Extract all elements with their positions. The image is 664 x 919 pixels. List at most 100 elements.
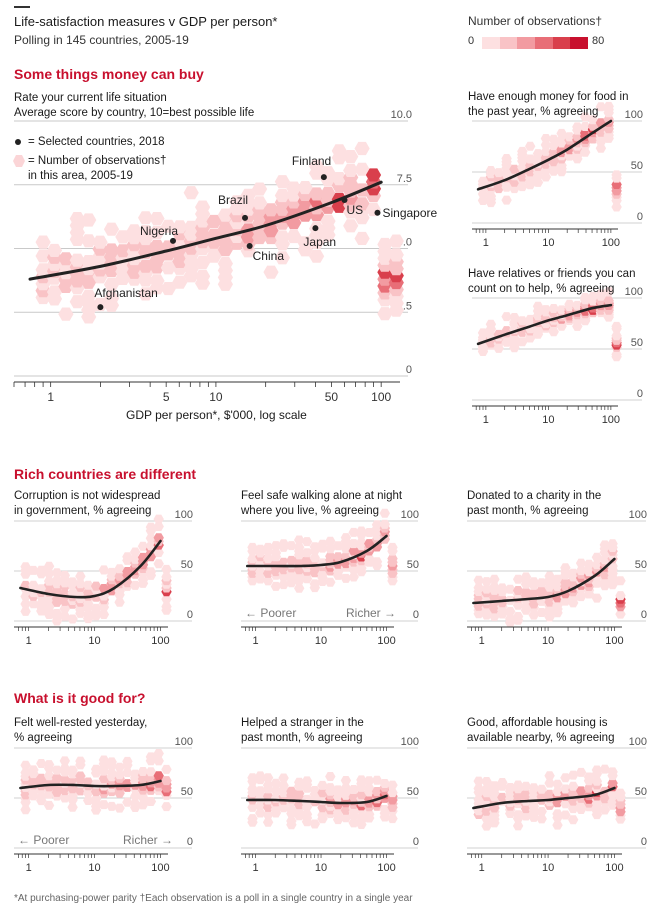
hex-cell	[481, 777, 492, 786]
country-dot	[374, 209, 381, 216]
hex-cell	[356, 812, 367, 822]
trend-line	[472, 557, 616, 605]
legend-swatch	[499, 37, 518, 49]
hex-cell	[301, 537, 313, 547]
hex-cell	[544, 789, 555, 799]
country-dot	[242, 214, 249, 221]
hex-cell	[36, 565, 47, 575]
hex-cell	[540, 134, 552, 143]
hex-cell	[51, 765, 63, 775]
hex-cell	[98, 584, 110, 593]
hex-cell	[255, 567, 266, 577]
hex-cell	[528, 610, 539, 620]
hex-cell	[36, 792, 47, 802]
hex-cell	[206, 214, 222, 229]
hex-cell	[473, 784, 484, 793]
hex-cell	[59, 756, 70, 766]
x-tick-label: 1	[252, 862, 258, 874]
hex-cell	[497, 778, 508, 787]
hex-cell	[81, 255, 97, 269]
hex-cell	[28, 765, 39, 775]
hex-cell	[149, 239, 165, 253]
hex-cell	[58, 252, 74, 266]
hex-cell	[294, 583, 305, 593]
hex-cell	[548, 134, 559, 144]
hex-cell	[580, 112, 591, 122]
hex-cell	[317, 810, 328, 820]
hex-cell	[286, 555, 297, 565]
hex-cell	[43, 800, 55, 810]
hex-cell	[528, 588, 539, 598]
hex-cell	[525, 141, 536, 151]
hex-cell	[583, 783, 595, 793]
x-tick-label: 10	[542, 414, 554, 426]
hex-cell	[183, 186, 199, 200]
hex-cell	[59, 611, 70, 621]
hex-cell	[371, 775, 383, 785]
hex-cell	[599, 805, 610, 815]
hex-cell	[481, 821, 492, 831]
hex-cell	[83, 580, 94, 590]
hex-cell	[320, 214, 336, 228]
panel-title-charity-2: past month, % agreeing	[467, 505, 589, 517]
hex-cell	[580, 292, 591, 302]
country-dot	[246, 242, 253, 249]
hex-cell	[575, 786, 587, 796]
hex-cell	[603, 287, 614, 296]
hex-cell	[364, 528, 375, 537]
y-tick-label: 0	[637, 388, 643, 400]
hex-cell	[325, 783, 336, 793]
y-tick-label: 50	[181, 559, 193, 571]
hex-cell	[356, 790, 367, 800]
hex-cell	[548, 327, 559, 337]
panel-title-stranger-2: past month, % agreeing	[241, 732, 363, 744]
hex-cell	[325, 544, 336, 554]
y-tick-label: 0	[413, 836, 419, 848]
hex-cell	[67, 588, 78, 598]
hex-cell	[137, 800, 149, 810]
hex-cell	[263, 203, 279, 217]
hex-cell	[262, 773, 274, 783]
hex-cell	[130, 547, 141, 557]
hex-cell	[532, 301, 544, 311]
hex-cell	[536, 578, 547, 588]
hex-cell	[294, 777, 305, 787]
hex-cell	[67, 577, 78, 587]
y-tick-label: 100	[629, 736, 647, 748]
panel-food: 100 50 0 1 10 100	[472, 101, 643, 249]
hex-cell	[317, 788, 328, 798]
annotation-richer: Richer →	[346, 606, 397, 620]
hex-cell	[603, 296, 614, 306]
panel-title-safe-1: Feel safe walking alone at night	[241, 490, 403, 502]
hex-cell	[255, 801, 266, 811]
hex-cell	[388, 248, 404, 262]
country-label: US	[347, 203, 364, 217]
hex-cell	[325, 577, 336, 587]
hex-cell	[149, 274, 165, 288]
annotation-poorer-2: ← Poorer	[18, 833, 70, 847]
hex-cell	[560, 578, 571, 587]
hex-cell	[161, 802, 172, 812]
hex-cell	[615, 591, 626, 601]
hex-cell	[520, 602, 532, 612]
hex-cell	[90, 794, 102, 804]
trend-line	[19, 779, 162, 790]
hex-cell	[489, 781, 500, 791]
hex-cell	[607, 778, 618, 788]
hex-cell	[81, 289, 97, 303]
hex-cell	[262, 791, 274, 801]
hex-cell	[51, 609, 63, 618]
hex-cell	[103, 278, 120, 292]
hex-cell	[262, 817, 274, 827]
y-tick-label: 0	[637, 211, 643, 223]
hex-cell	[262, 810, 274, 820]
hex-cell	[28, 599, 39, 609]
hex-cell	[297, 181, 313, 195]
hex-cell	[149, 212, 165, 226]
panel-title-stranger-1: Helped a stranger in the	[241, 717, 364, 729]
hex-cell	[364, 809, 375, 819]
y-tick-label: 100	[175, 736, 193, 748]
hex-cell	[301, 555, 313, 565]
hex-cell	[512, 821, 524, 831]
